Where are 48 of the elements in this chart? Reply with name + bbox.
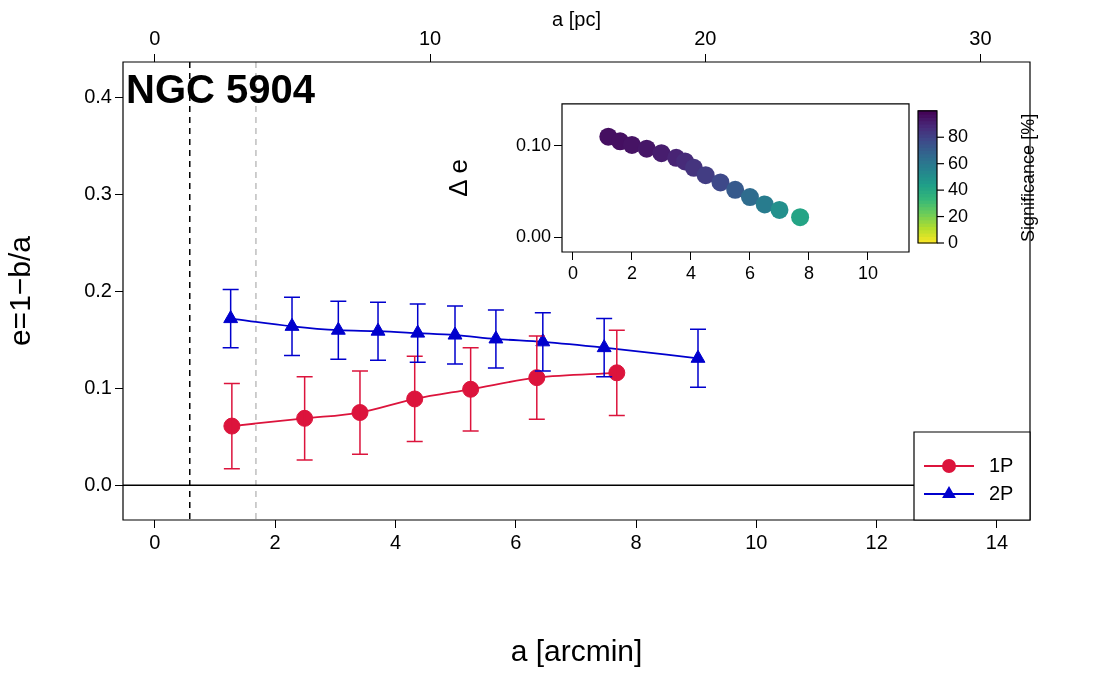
x2-tick-label: 10 (418, 26, 442, 49)
x2-axis-title: a [pc] (552, 7, 601, 30)
color-bar-title: Significance [%] (1017, 113, 1038, 242)
x-tick-label: 6 (744, 262, 755, 283)
y-tick-label: 0.4 (84, 85, 112, 108)
x2-tick-label: 30 (969, 26, 992, 49)
x-tick-label: 14 (985, 530, 1009, 553)
y-axis-title: Δ e (442, 159, 473, 197)
legend-label: 2P (989, 481, 1014, 504)
color-bar-label: 80 (948, 126, 969, 147)
point (726, 180, 745, 199)
point (740, 188, 759, 207)
color-bar-label: 40 (948, 179, 969, 200)
point (755, 195, 774, 214)
x2-tick-label: 0 (149, 26, 161, 49)
point (711, 173, 730, 192)
chart-title: NGC 5904 (126, 67, 316, 112)
y-tick-label: 0.2 (84, 279, 112, 301)
y-tick-label: 0.3 (84, 182, 112, 205)
x-tick-label: 2 (269, 530, 281, 553)
point (652, 144, 671, 163)
y-tick-label: 0.0 (84, 472, 112, 495)
x-tick-label: 8 (630, 530, 642, 553)
point (791, 208, 810, 227)
y-tick-label: 0.10 (515, 134, 551, 155)
point (770, 200, 789, 219)
y-tick-label: 0.1 (84, 375, 112, 398)
color-bar-label: 60 (948, 152, 969, 173)
x-tick-label: 10 (857, 262, 878, 283)
point (622, 135, 641, 154)
y-tick-label: 0.00 (515, 226, 551, 247)
color-bar-label: 20 (948, 205, 969, 226)
x2-tick-label: 20 (694, 26, 717, 49)
y-axis-title: e=1−b/a (3, 235, 37, 347)
x-tick-label: 0 (149, 530, 161, 553)
point (696, 166, 715, 185)
x-tick-label: 2 (626, 262, 637, 283)
x-tick-label: 0 (567, 262, 578, 283)
x-tick-label: 12 (865, 530, 888, 553)
x-tick-label: 6 (510, 530, 522, 553)
point (637, 139, 656, 158)
x-tick-label: 8 (803, 262, 814, 283)
color-bar-label: 0 (948, 231, 959, 252)
legend-label: 1P (989, 453, 1014, 476)
x-tick-label: 10 (745, 530, 768, 553)
x-tick-label: 4 (389, 530, 402, 553)
x-axis-title: a [arcmin] (510, 634, 643, 668)
x-tick-label: 4 (685, 262, 696, 283)
